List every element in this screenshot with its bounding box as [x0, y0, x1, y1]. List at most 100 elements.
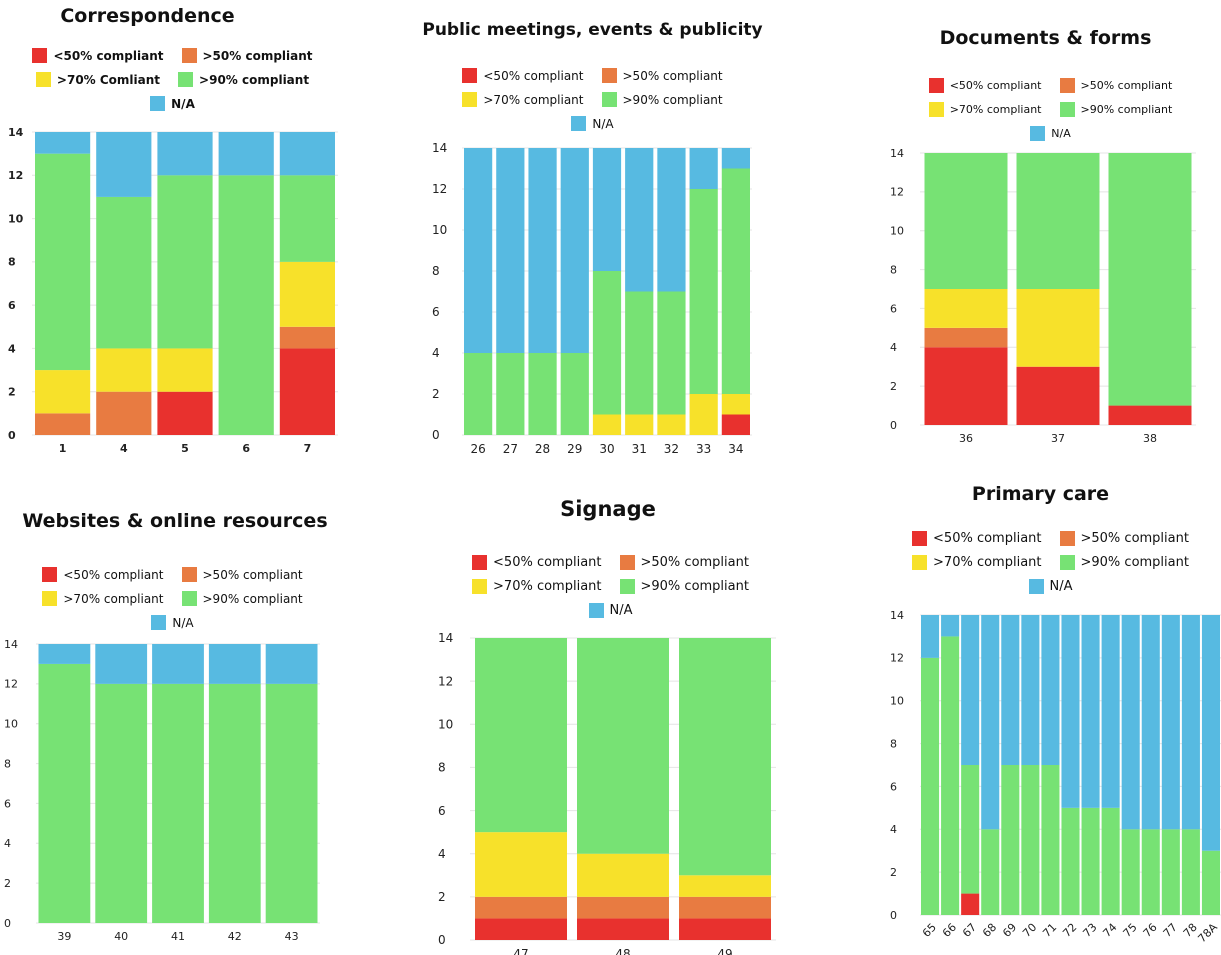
chart-legend: <50% compliant >50% compliant >70% compl… [0, 567, 345, 639]
legend-item-gt90: >90% compliant [1059, 555, 1189, 570]
y-tick-label: 10 [438, 717, 453, 731]
bar-segment-lt50 [279, 348, 335, 435]
y-tick-label: 6 [890, 780, 897, 793]
x-tick-label: 37 [1051, 432, 1065, 445]
bar-segment-lt50 [1016, 366, 1100, 425]
legend-swatch-lt50 [472, 555, 488, 570]
bar-segment-gt50 [475, 896, 567, 919]
x-tick-label: 48 [615, 947, 630, 955]
bar-segment-na [157, 132, 213, 176]
bar-segment-gt90 [689, 189, 718, 394]
legend-item-gt50: >50% compliant [601, 68, 723, 83]
y-tick-label: 8 [438, 761, 446, 775]
legend-item-gt50: >50% compliant [1059, 78, 1172, 93]
y-tick-label: 2 [4, 877, 11, 890]
y-tick-label: 14 [890, 609, 904, 622]
legend-item-gt50: >50% compliant [181, 48, 313, 63]
bar-segment-gt90 [38, 663, 91, 923]
y-tick-label: 8 [4, 757, 11, 770]
legend-item-gt70: >70% Comliant [35, 72, 160, 87]
chart-plot: 0 2 4 6 8 10 12 14 26 27 28 29 30 31 32 33 34 [432, 141, 752, 456]
y-tick-label: 6 [432, 305, 440, 319]
x-tick-label: 65 [920, 921, 939, 940]
bar-segment-gt70 [657, 414, 686, 435]
legend-swatch-na [1030, 126, 1046, 141]
y-tick-label: 10 [8, 212, 24, 225]
bar-segment-gt70 [35, 370, 91, 414]
bar-segment-lt50 [924, 347, 1008, 425]
chart-primary-care: Primary care <50% compliant >50% complia… [880, 480, 1221, 955]
x-tick-label: 6 [242, 442, 250, 455]
y-tick-label: 8 [432, 264, 440, 278]
legend-swatch-gt50 [181, 48, 197, 63]
bar-segment-na [560, 148, 589, 353]
legend-item-lt50: <50% compliant [462, 68, 584, 83]
legend-swatch-lt50 [462, 68, 478, 83]
legend-item-gt70: >70% compliant [912, 555, 1042, 570]
legend-swatch-na [1028, 579, 1044, 594]
y-tick-label: 2 [8, 386, 16, 399]
x-tick-label: 40 [114, 930, 128, 943]
legend-swatch-lt50 [32, 48, 48, 63]
bar-segment-gt90 [95, 683, 148, 923]
y-tick-label: 6 [890, 302, 897, 315]
legend-swatch-na [571, 116, 587, 131]
bar-segment-gt90 [941, 636, 960, 915]
bar-segment-na [657, 148, 686, 292]
bar-segment-gt90 [1041, 765, 1060, 915]
y-tick-label: 12 [438, 674, 453, 688]
bar-segment-gt90 [1001, 765, 1020, 915]
bar-segment-na [208, 644, 261, 684]
legend-swatch-na [151, 615, 167, 630]
x-tick-label: 66 [940, 921, 959, 940]
chart-correspondence: Correspondence <50% compliant >50% compl… [0, 0, 345, 470]
bar-segment-lt50 [157, 391, 213, 435]
bar-segment-na [265, 644, 318, 684]
legend-item-gt90: >90% compliant [601, 92, 723, 107]
bar-segment-na [528, 148, 557, 353]
bar-segment-gt90 [1181, 829, 1200, 915]
legend-swatch-na [588, 603, 604, 618]
y-tick-label: 2 [432, 387, 440, 401]
legend-item-lt50: <50% compliant [928, 78, 1042, 93]
chart-legend: <50% compliant >50% compliant >70% compl… [438, 555, 783, 627]
bar-segment-na [38, 644, 91, 664]
bar-segment-na [921, 615, 940, 658]
legend-item-gt70: >70% compliant [462, 92, 584, 107]
bar-segment-na [689, 148, 718, 189]
legend-swatch-gt90 [181, 591, 197, 606]
y-tick-label: 6 [438, 804, 446, 818]
legend-item-lt50: <50% compliant [472, 555, 602, 570]
bar-segment-gt90 [35, 153, 91, 371]
bar-segment-gt50 [279, 326, 335, 349]
bar-segment-na [961, 615, 980, 765]
bar-segment-gt70 [1016, 289, 1100, 367]
legend-swatch-lt50 [912, 531, 928, 546]
x-tick-label: 41 [171, 930, 185, 943]
chart-documents-forms: Documents & forms <50% compliant >50% co… [880, 0, 1221, 470]
chart-title: Primary care [971, 483, 1110, 505]
bar-segment-na [279, 132, 335, 176]
bar-segment-gt50 [96, 391, 152, 435]
legend-item-gt50: >50% compliant [619, 555, 749, 570]
legend-item-na: N/A [151, 615, 194, 630]
y-tick-label: 2 [890, 866, 897, 879]
bar-segment-gt90 [1101, 807, 1120, 915]
x-tick-label: 43 [285, 930, 299, 943]
bar-segment-gt90 [924, 153, 1008, 289]
legend-item-na: N/A [150, 96, 195, 111]
x-tick-label: 34 [728, 442, 743, 456]
x-tick-label: 69 [1000, 921, 1019, 940]
legend-swatch-gt70 [472, 579, 488, 594]
bar-segment-na [1141, 615, 1160, 830]
y-tick-label: 0 [8, 429, 16, 442]
y-tick-label: 12 [890, 186, 904, 199]
bar-segment-gt50 [35, 413, 91, 435]
legend-item-gt90: >90% compliant [619, 579, 749, 594]
x-tick-label: 71 [1040, 921, 1059, 940]
y-tick-label: 2 [890, 380, 897, 393]
bar-segment-na [1161, 615, 1180, 830]
bar-segment-gt70 [679, 875, 771, 897]
bar-segment-na [941, 615, 960, 637]
